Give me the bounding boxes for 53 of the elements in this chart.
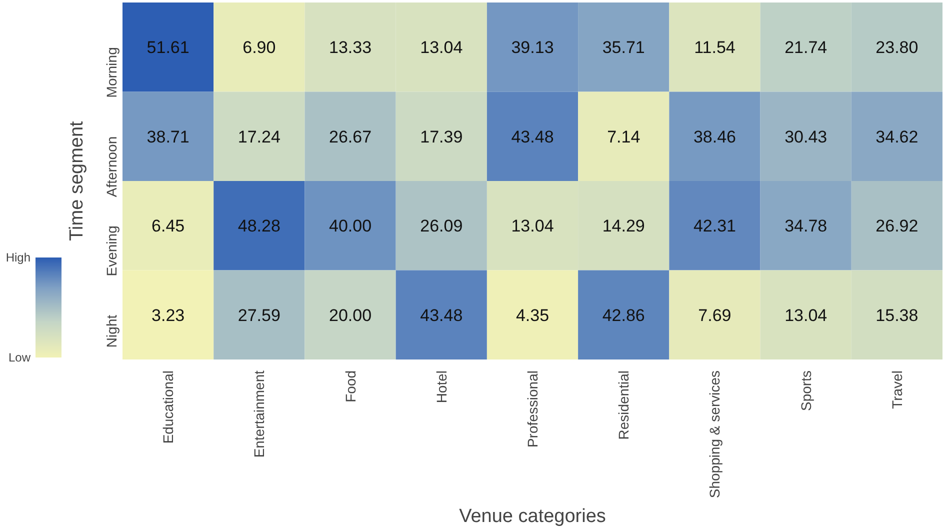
data-label: 51.61 [146,38,190,58]
y-tick-label: Morning [104,47,120,98]
data-label: 43.48 [420,306,463,325]
data-label: 35.71 [602,38,645,58]
x-tick-label: Residential [616,370,632,440]
data-label: 20.00 [329,306,372,325]
data-label: 17.24 [238,127,280,146]
color-bar-label: Low [8,350,31,364]
data-label: 3.23 [152,306,185,325]
data-label: 23.80 [876,38,918,58]
x-tick-label: Sports [798,370,814,411]
data-label: 13.04 [420,38,463,58]
x-tick-label: Food [342,370,358,402]
data-label: 42.86 [602,306,645,325]
x-tick-label: Entertainment [251,370,268,458]
data-label: 43.48 [511,127,554,146]
data-label: 11.54 [694,38,736,58]
data-label: 27.59 [238,306,280,325]
data-label: 7.69 [698,306,732,325]
data-label: 7.14 [607,127,640,146]
x-tick-label: Educational [160,370,176,444]
y-tick-label: Afternoon [104,136,120,198]
data-label: 6.45 [152,216,185,236]
data-label: 17.39 [420,127,463,146]
data-label: 15.38 [876,306,918,325]
data-label: 26.92 [876,216,918,236]
data-label: 14.29 [602,216,645,236]
data-label: 34.78 [784,216,828,236]
x-tick-label: Travel [888,370,905,409]
y-tick-label: Night [104,314,120,348]
data-label: 26.67 [329,127,372,146]
data-label: 13.33 [329,38,372,58]
data-label: 26.09 [420,216,463,236]
data-label: 38.71 [146,127,190,146]
y-axis-title: Time segment [66,120,88,241]
data-label: 21.74 [784,38,828,58]
data-label: 40.00 [329,216,372,236]
color-bar-label: High [6,250,31,264]
data-label: 39.13 [511,38,554,58]
data-label: 48.28 [238,216,280,236]
data-label: 6.90 [242,38,276,58]
x-tick-label: Hotel [433,370,450,404]
x-axis-title: Venue categories [459,506,606,528]
data-label: 42.31 [693,216,736,236]
y-tick-label: Evening [104,226,120,276]
data-label: 34.62 [876,127,918,146]
x-tick-label: Professional [524,370,540,448]
data-label: 13.04 [511,216,554,236]
data-label: 13.04 [784,306,828,325]
x-tick-label: Shopping & services [706,370,723,498]
data-label: 30.43 [784,127,828,146]
data-label: 4.35 [516,306,550,325]
data-label: 38.46 [693,127,736,146]
